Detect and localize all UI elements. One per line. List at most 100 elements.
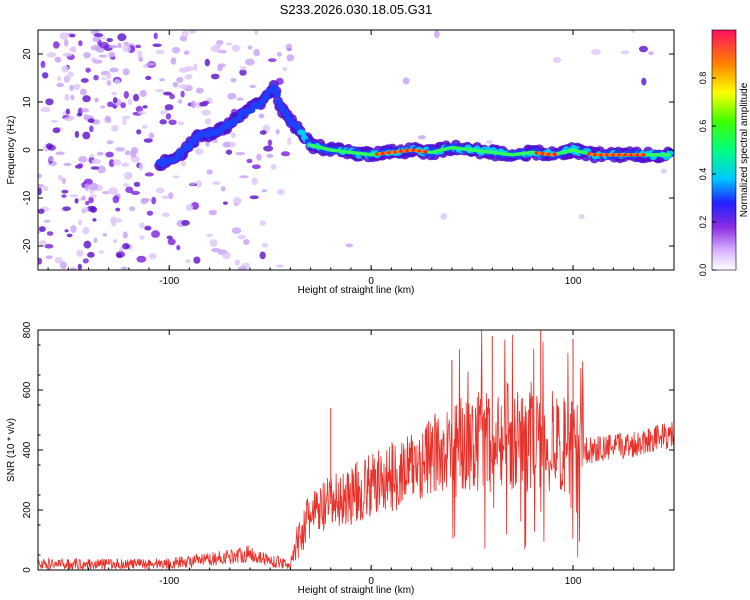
spectrogram-noise-blob bbox=[225, 149, 233, 155]
spectrogram-noise-blob bbox=[91, 158, 102, 164]
spectrogram-noise-blob bbox=[193, 256, 201, 264]
spectrogram-noise-blob bbox=[83, 114, 90, 121]
spectrogram-noise-blob bbox=[155, 49, 165, 55]
spectrogram-noise-blob bbox=[100, 36, 106, 40]
snr-ytick-label: 200 bbox=[22, 501, 33, 518]
spectrogram-noise-blob bbox=[99, 41, 109, 49]
spectrogram-noise-blob bbox=[146, 210, 154, 216]
spectrogram-noise-blob bbox=[263, 145, 274, 152]
spectrogram-noise-blob bbox=[84, 183, 90, 191]
spectrogram-noise-blob bbox=[287, 137, 292, 146]
spectrogram-noise-blob bbox=[159, 119, 167, 125]
spectrogram-ytick-label: 0 bbox=[22, 147, 33, 153]
spectrogram-noise-blob bbox=[267, 139, 273, 147]
spectrogram-noise-blob bbox=[81, 195, 86, 201]
spectrogram-noise-blob bbox=[93, 33, 104, 38]
spectrogram-noise-blob bbox=[138, 162, 144, 171]
spectrogram-noise-blob bbox=[78, 40, 83, 47]
spectrogram-noise-blob bbox=[196, 87, 204, 94]
spectrogram-noise-blob bbox=[233, 197, 242, 205]
spectrogram-noise-blob bbox=[105, 115, 110, 122]
spectrogram-noise-blob bbox=[222, 201, 228, 205]
spectrogram-noise-blob bbox=[222, 251, 231, 260]
spectrogram-noise-blob bbox=[153, 32, 158, 40]
spectrogram-noise-blob bbox=[117, 42, 122, 49]
spectrogram-noise-blob bbox=[93, 74, 99, 81]
spectrogram-noise-blob bbox=[122, 45, 132, 53]
ridge-peak bbox=[423, 150, 428, 154]
spectrogram-noise-blob bbox=[80, 88, 87, 96]
colorbar-tick-label: 0.2 bbox=[698, 216, 708, 229]
spectrogram-noise-blob bbox=[178, 84, 189, 89]
colorbar: 0.0 0.2 0.4 0.6 0.8 Normalized spectral ampl… bbox=[698, 29, 750, 276]
spectrogram-noise-blob bbox=[159, 78, 166, 82]
spectrogram-noise-blob bbox=[130, 150, 137, 158]
spectrogram-noise-blob bbox=[123, 41, 129, 46]
spectrogram-noise-blob bbox=[108, 44, 119, 49]
ridge-peak bbox=[641, 153, 646, 157]
spectrogram-noise-blob bbox=[166, 235, 173, 240]
spectrogram-noise-blob bbox=[45, 255, 53, 260]
spectrogram-noise-blob bbox=[184, 74, 193, 80]
spectrogram-noise-blob bbox=[121, 115, 131, 119]
spectrogram-noise-blob bbox=[107, 101, 114, 108]
spectrogram-noise-blob bbox=[133, 181, 141, 187]
spectrogram-noise-blob bbox=[108, 51, 116, 58]
spectrogram-noise-blob bbox=[54, 56, 62, 63]
spectrogram-noise-blob bbox=[137, 110, 146, 115]
spectrogram-noise-blob bbox=[69, 267, 77, 270]
spectrogram-noise-blob bbox=[65, 108, 70, 115]
ridge-mid bbox=[262, 94, 270, 101]
snr-line bbox=[38, 330, 674, 570]
colorbar-tick-label: 0.6 bbox=[698, 120, 708, 133]
spectrogram-noise-blob bbox=[116, 253, 123, 259]
spectrogram-xtick-label: 100 bbox=[565, 276, 582, 287]
spectrogram-noise-blob bbox=[193, 63, 198, 72]
spectrogram-noise-blob bbox=[101, 77, 107, 81]
spectrogram-noise-blob bbox=[87, 118, 95, 123]
spectrogram-noise-blob bbox=[210, 44, 221, 53]
spectrogram-noise-blob bbox=[74, 198, 79, 204]
ridge-peak bbox=[596, 153, 601, 157]
spectrogram-noise-blob bbox=[259, 251, 266, 260]
spectrogram-noise-blob bbox=[89, 125, 94, 133]
spectrogram-noise-blob bbox=[52, 127, 61, 134]
spectrogram-noise-blob bbox=[143, 138, 153, 143]
ridge-peak bbox=[620, 153, 625, 157]
ridge-mid bbox=[299, 130, 307, 137]
spectrogram-noise-blob bbox=[259, 130, 267, 135]
spectrogram-noise-blob bbox=[235, 151, 246, 156]
spectrogram-noise-blob bbox=[61, 194, 67, 198]
spectrogram-ylabel: Frequency (Hz) bbox=[6, 116, 17, 185]
spectrogram-ytick-label: 10 bbox=[22, 96, 33, 108]
snr-ytick-label: 800 bbox=[22, 321, 33, 338]
snr-ticks: -100 0 100 0 200 400 600 800 bbox=[22, 321, 675, 587]
spectrogram-noise-blob bbox=[82, 131, 91, 140]
ridge-peak bbox=[611, 153, 616, 157]
spectrogram-noise-blob bbox=[141, 124, 148, 129]
spectrogram-noise-blob bbox=[38, 183, 45, 188]
spectrogram-noise-blob bbox=[61, 189, 69, 194]
spectrogram-noise-blob bbox=[122, 118, 127, 126]
figure-title: S233.2026.030.18.05.G31 bbox=[280, 2, 433, 17]
ridge-peak bbox=[629, 153, 634, 157]
spectrogram-noise-blob bbox=[168, 119, 177, 126]
spectrogram-noise-blob bbox=[167, 238, 176, 246]
spectrogram-noise-blob bbox=[46, 231, 54, 236]
spectrogram-noise-blob bbox=[217, 49, 227, 54]
ridge-peak bbox=[602, 153, 607, 157]
spectrogram-noise-blob bbox=[38, 240, 47, 246]
spectrogram-noise-blob bbox=[231, 227, 242, 234]
spectrogram-noise-blob bbox=[46, 52, 57, 58]
spectrogram-noise-blob bbox=[78, 156, 88, 163]
spectrogram-noise-blob bbox=[92, 59, 103, 64]
ridge-peak bbox=[605, 153, 610, 157]
spectrogram-ytick-label: -10 bbox=[22, 190, 33, 205]
spectrogram-noise-blob bbox=[177, 99, 183, 104]
spectrogram-noise-blob bbox=[38, 257, 43, 265]
spectrogram-noise-blob bbox=[106, 140, 114, 145]
spectrogram-noise-blob bbox=[194, 148, 204, 155]
spectrogram-noise-blob bbox=[201, 109, 212, 116]
spectrogram-noise-blob bbox=[38, 208, 45, 214]
